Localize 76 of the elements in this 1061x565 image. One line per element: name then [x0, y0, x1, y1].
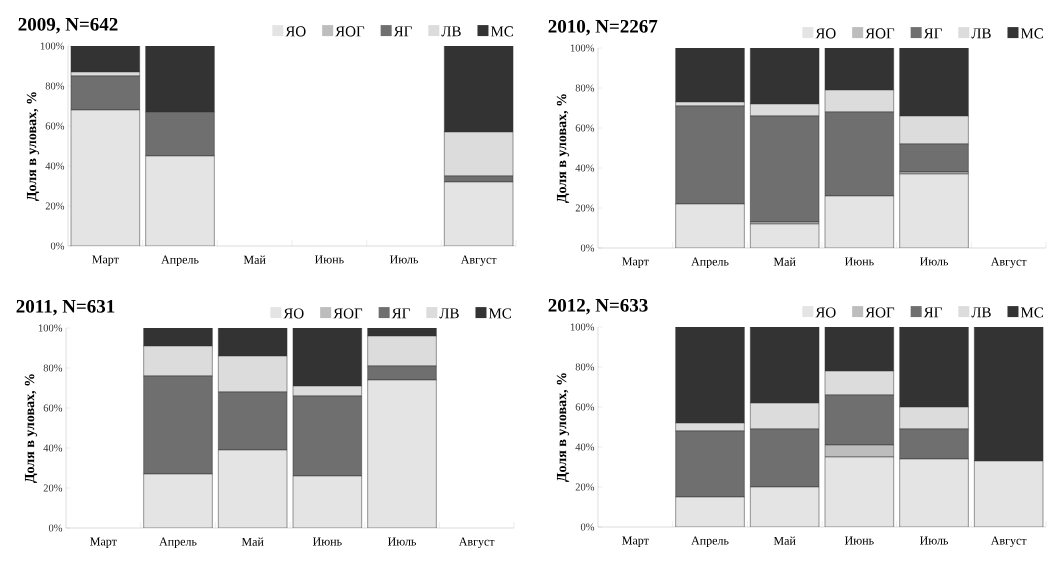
x-tick-label: Апрель	[691, 536, 729, 547]
legend-label: ЯГ	[923, 28, 942, 39]
y-tick-label: 20%	[575, 483, 595, 491]
y-tick-label: 100%	[570, 323, 595, 331]
legend-label: ЯО	[815, 28, 836, 39]
y-tick-label: 40%	[575, 164, 595, 172]
x-tick-label: Июнь	[314, 255, 344, 264]
legend-label: ЛВ	[439, 308, 459, 319]
y-tick-label: 80%	[43, 364, 63, 372]
chart-title: 2012, N=633	[548, 298, 648, 315]
legend-label: МС	[488, 308, 511, 319]
x-tick-label: Май	[243, 255, 266, 264]
legend-label: ЯО	[283, 308, 304, 319]
legend-label: ЛВ	[971, 307, 991, 318]
x-tick-label: Август	[990, 257, 1027, 269]
x-tick-label: Март	[622, 257, 649, 268]
legend-label: МС	[1020, 307, 1043, 318]
x-tick-label: Июль	[389, 255, 419, 264]
x-tick-label: Август	[990, 536, 1027, 548]
y-axis-title: Доля в уловах, %	[24, 374, 38, 483]
y-tick-label: 0%	[50, 242, 65, 250]
y-axis-title: Доля в уловах, %	[556, 373, 570, 482]
y-axis-title: Доля в уловах, %	[556, 94, 570, 203]
y-tick-label: 60%	[43, 404, 63, 412]
y-tick-label: 20%	[45, 202, 65, 210]
y-tick-label: 0%	[48, 524, 63, 532]
chart-title: 2011, N=631	[16, 299, 115, 316]
x-tick-label: Август	[458, 537, 495, 549]
y-tick-label: 100%	[570, 44, 595, 52]
y-tick-label: 20%	[43, 484, 63, 492]
legend-label: ЯГ	[923, 307, 942, 318]
x-tick-label: Март	[622, 536, 649, 547]
x-tick-label: Июль	[919, 536, 949, 545]
x-tick-label: Май	[241, 537, 264, 546]
legend-label: ЛВ	[971, 28, 991, 39]
y-tick-label: 60%	[575, 124, 595, 132]
y-tick-label: 80%	[575, 363, 595, 371]
legend-label: ЯГ	[391, 308, 410, 319]
y-tick-label: 40%	[575, 443, 595, 451]
y-tick-label: 0%	[580, 523, 595, 531]
chart-title: 2010, N=2267	[548, 19, 658, 36]
y-tick-label: 40%	[43, 444, 63, 452]
legend-label: ЯОГ	[333, 308, 363, 319]
y-tick-label: 100%	[38, 324, 63, 332]
chart-title: 2009, N=642	[18, 17, 118, 34]
y-tick-label: 0%	[580, 244, 595, 252]
y-tick-label: 40%	[45, 162, 65, 170]
x-tick-label: Август	[460, 255, 497, 267]
y-tick-label: 100%	[40, 42, 65, 50]
legend-label: МС	[490, 26, 513, 37]
y-tick-label: 60%	[575, 403, 595, 411]
x-tick-label: Июнь	[312, 537, 342, 546]
x-tick-label: Июль	[919, 257, 949, 266]
legend-label: ЯО	[815, 307, 836, 318]
x-tick-label: Июль	[387, 537, 417, 546]
x-tick-label: Май	[773, 536, 796, 545]
x-tick-label: Март	[92, 255, 119, 266]
y-tick-label: 20%	[575, 204, 595, 212]
x-tick-label: Апрель	[691, 257, 729, 268]
legend-label: ЯОГ	[865, 28, 895, 39]
legend-label: ЯОГ	[335, 26, 365, 37]
legend-label: ЯОГ	[865, 307, 895, 318]
y-axis-title: Доля в уловах, %	[26, 92, 40, 201]
legend-label: ЯО	[285, 26, 306, 37]
y-tick-label: 80%	[575, 84, 595, 92]
legend-label: ЯГ	[393, 26, 412, 37]
x-tick-label: Апрель	[161, 255, 199, 266]
legend-label: МС	[1020, 28, 1043, 39]
y-tick-label: 80%	[45, 82, 65, 90]
x-tick-label: Июнь	[844, 536, 874, 545]
x-tick-label: Май	[773, 257, 796, 266]
x-tick-label: Июнь	[844, 257, 874, 266]
x-tick-label: Апрель	[159, 537, 197, 548]
legend-label: ЛВ	[441, 26, 461, 37]
y-tick-label: 60%	[45, 122, 65, 130]
x-tick-label: Март	[90, 537, 117, 548]
